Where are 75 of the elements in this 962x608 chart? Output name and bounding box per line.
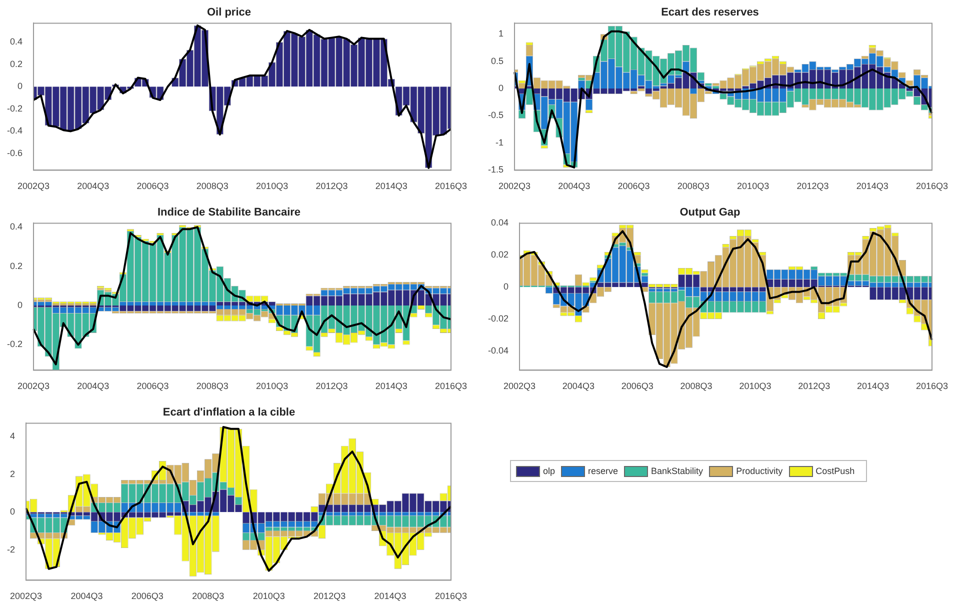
y-tick-label: 0 — [504, 282, 509, 292]
y-tick-label: 0.02 — [490, 250, 509, 260]
legend-label: olp — [543, 466, 556, 476]
y-tick-label: -0.5 — [488, 110, 504, 120]
x-tick-label: 2002Q3 — [498, 181, 531, 192]
chart-title: Oil price — [206, 6, 252, 19]
x-tick-label: 2008Q3 — [196, 181, 228, 192]
y-tick-label: 4 — [10, 430, 15, 441]
y-tick-label: -0.2 — [6, 339, 23, 350]
x-tick-label: 2012Q3 — [316, 381, 348, 392]
chart-title: Output Gap — [680, 206, 741, 219]
chart-title: Ecart d'inflation a la cible — [162, 406, 296, 419]
chart-title: Indice de Stabilite Bancaire — [157, 206, 301, 219]
x-tick-label: 2014Q3 — [856, 181, 888, 192]
x-tick-label: 2014Q3 — [375, 181, 408, 192]
x-tick-label: 2006Q3 — [131, 591, 164, 602]
x-tick-label: 2002Q3 — [17, 181, 50, 192]
x-tick-label: 2008Q3 — [680, 381, 712, 392]
y-tick-label: 0 — [498, 83, 504, 94]
x-tick-label: 2008Q3 — [192, 591, 224, 602]
y-tick-label: 0.4 — [10, 36, 23, 47]
x-tick-label: 2012Q3 — [796, 181, 829, 192]
x-tick-label: 2010Q3 — [256, 181, 288, 192]
x-tick-label: 2016Q3 — [916, 181, 948, 192]
y-tick-label: 0 — [10, 506, 15, 517]
y-tick-label: -1 — [495, 137, 504, 148]
x-tick-label: 2002Q3 — [10, 591, 42, 602]
x-tick-label: 2010Q3 — [737, 181, 770, 192]
x-tick-label: 2006Q3 — [136, 181, 169, 192]
x-tick-label: 2006Q3 — [618, 181, 650, 192]
x-tick-label: 2010Q3 — [739, 381, 772, 392]
y-tick-label: -0.02 — [488, 314, 509, 324]
chart-title: Ecart des reserves — [661, 6, 759, 19]
x-tick-label: 2012Q3 — [314, 591, 346, 602]
y-tick-label: -1.5 — [488, 164, 504, 175]
y-tick-label: 0 — [17, 300, 23, 310]
x-tick-label: 2010Q3 — [256, 381, 288, 392]
y-tick-label: 0.2 — [10, 58, 23, 69]
y-tick-label: -0.4 — [6, 126, 23, 136]
x-tick-label: 2014Q3 — [374, 591, 406, 602]
x-tick-label: 2016Q3 — [434, 381, 467, 392]
y-tick-label: 2 — [10, 468, 15, 479]
x-tick-label: 2014Q3 — [857, 381, 890, 392]
y-tick-label: -0.2 — [6, 103, 23, 114]
x-tick-label: 2012Q3 — [316, 181, 348, 192]
x-tick-label: 2016Q3 — [434, 591, 467, 602]
x-tick-label: 2004Q3 — [77, 381, 110, 392]
x-tick-label: 2012Q3 — [798, 381, 830, 392]
y-tick-label: -0.04 — [488, 346, 509, 356]
y-tick-label: 1 — [498, 28, 504, 39]
y-tick-label: -2 — [6, 544, 15, 554]
legend-label: BankStability — [651, 466, 704, 476]
x-tick-label: 2016Q3 — [434, 181, 467, 192]
x-tick-label: 2004Q3 — [562, 381, 594, 392]
x-tick-label: 2002Q3 — [504, 381, 536, 392]
x-tick-label: 2016Q3 — [916, 381, 948, 392]
y-tick-label: 0.04 — [490, 218, 509, 228]
x-tick-label: 2010Q3 — [252, 591, 285, 602]
x-tick-label: 2008Q3 — [196, 381, 228, 392]
y-tick-label: 0 — [17, 81, 23, 92]
x-tick-label: 2004Q3 — [77, 181, 110, 192]
x-tick-label: 2006Q3 — [621, 381, 654, 392]
x-tick-label: 2006Q3 — [136, 381, 169, 392]
y-tick-label: -0.6 — [6, 148, 23, 158]
x-tick-label: 2014Q3 — [375, 381, 408, 392]
y-tick-label: 0.5 — [490, 56, 504, 66]
x-tick-label: 2004Q3 — [70, 591, 103, 602]
x-tick-label: 2002Q3 — [17, 381, 50, 392]
x-tick-label: 2008Q3 — [677, 181, 710, 192]
legend-label: Productivity — [736, 466, 783, 476]
x-tick-label: 2004Q3 — [558, 181, 590, 192]
legend-label: CostPush — [816, 466, 855, 476]
y-tick-label: 0.4 — [10, 222, 23, 232]
y-tick-label: 0.2 — [10, 260, 23, 271]
legend-label: reserve — [588, 466, 618, 476]
